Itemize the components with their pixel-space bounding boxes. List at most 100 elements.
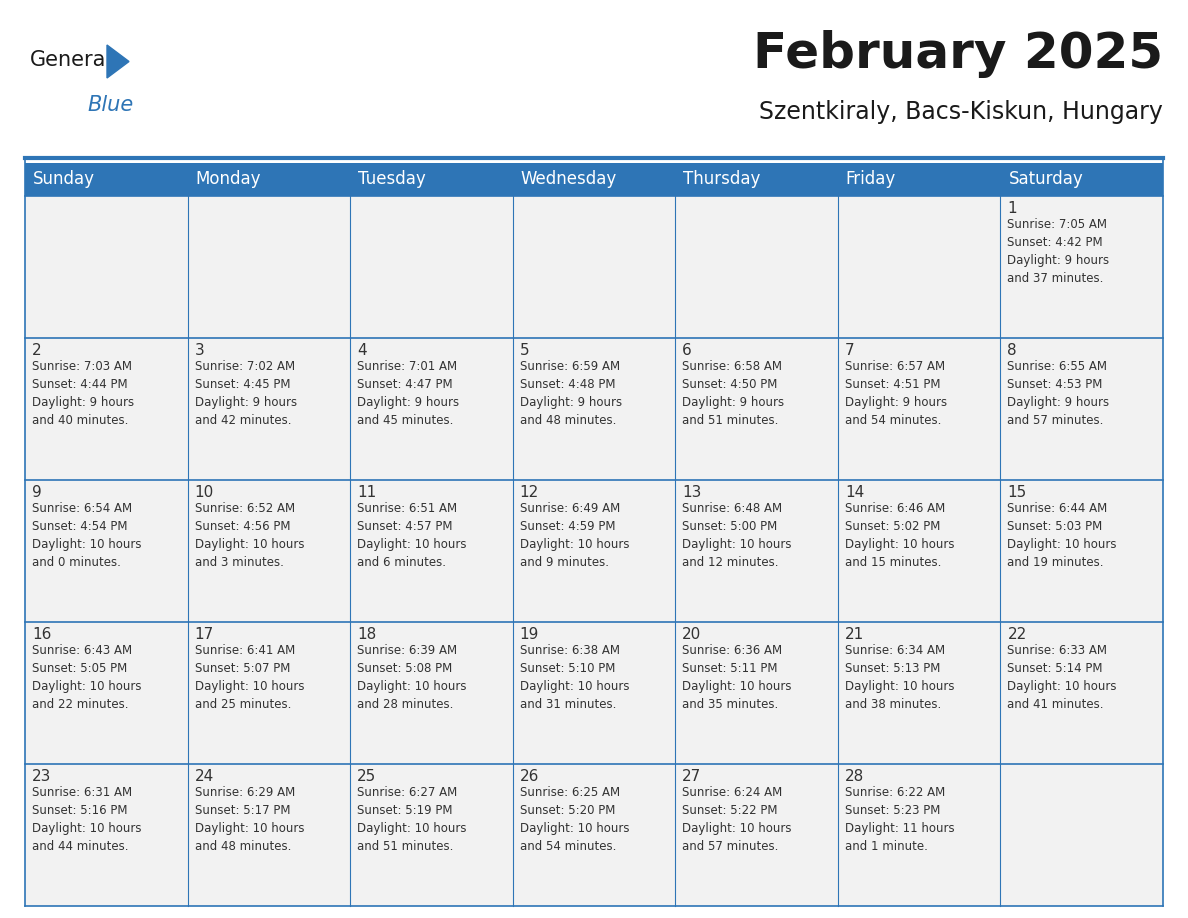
Text: 3: 3 xyxy=(195,343,204,358)
Bar xyxy=(1000,338,1163,480)
Text: 28: 28 xyxy=(845,769,864,784)
Text: Sunrise: 6:49 AM
Sunset: 4:59 PM
Daylight: 10 hours
and 9 minutes.: Sunrise: 6:49 AM Sunset: 4:59 PM Dayligh… xyxy=(519,502,630,569)
Bar xyxy=(188,622,350,764)
Text: Thursday: Thursday xyxy=(683,171,760,188)
Text: Saturday: Saturday xyxy=(1009,171,1083,188)
Bar xyxy=(675,764,838,906)
Bar xyxy=(513,622,675,764)
Bar xyxy=(675,338,838,480)
Text: Sunrise: 6:46 AM
Sunset: 5:02 PM
Daylight: 10 hours
and 15 minutes.: Sunrise: 6:46 AM Sunset: 5:02 PM Dayligh… xyxy=(845,502,954,569)
Text: Sunrise: 6:34 AM
Sunset: 5:13 PM
Daylight: 10 hours
and 38 minutes.: Sunrise: 6:34 AM Sunset: 5:13 PM Dayligh… xyxy=(845,644,954,711)
Text: 22: 22 xyxy=(1007,627,1026,642)
Bar xyxy=(188,764,350,906)
Text: Sunrise: 6:54 AM
Sunset: 4:54 PM
Daylight: 10 hours
and 0 minutes.: Sunrise: 6:54 AM Sunset: 4:54 PM Dayligh… xyxy=(32,502,141,569)
Text: Sunrise: 6:55 AM
Sunset: 4:53 PM
Daylight: 9 hours
and 57 minutes.: Sunrise: 6:55 AM Sunset: 4:53 PM Dayligh… xyxy=(1007,360,1110,427)
Text: Sunrise: 6:25 AM
Sunset: 5:20 PM
Daylight: 10 hours
and 54 minutes.: Sunrise: 6:25 AM Sunset: 5:20 PM Dayligh… xyxy=(519,786,630,853)
Bar xyxy=(25,764,188,906)
Bar xyxy=(513,338,675,480)
Bar xyxy=(1000,163,1163,196)
Text: Sunrise: 6:51 AM
Sunset: 4:57 PM
Daylight: 10 hours
and 6 minutes.: Sunrise: 6:51 AM Sunset: 4:57 PM Dayligh… xyxy=(358,502,467,569)
Text: 11: 11 xyxy=(358,485,377,500)
Text: Sunrise: 6:59 AM
Sunset: 4:48 PM
Daylight: 9 hours
and 48 minutes.: Sunrise: 6:59 AM Sunset: 4:48 PM Dayligh… xyxy=(519,360,621,427)
Bar xyxy=(188,163,350,196)
Text: Sunrise: 7:02 AM
Sunset: 4:45 PM
Daylight: 9 hours
and 42 minutes.: Sunrise: 7:02 AM Sunset: 4:45 PM Dayligh… xyxy=(195,360,297,427)
Text: 8: 8 xyxy=(1007,343,1017,358)
Text: Szentkiraly, Bacs-Kiskun, Hungary: Szentkiraly, Bacs-Kiskun, Hungary xyxy=(759,100,1163,124)
Bar xyxy=(25,163,188,196)
Bar xyxy=(1000,196,1163,338)
Bar xyxy=(350,196,513,338)
Text: 5: 5 xyxy=(519,343,530,358)
Text: 19: 19 xyxy=(519,627,539,642)
Text: Sunrise: 6:31 AM
Sunset: 5:16 PM
Daylight: 10 hours
and 44 minutes.: Sunrise: 6:31 AM Sunset: 5:16 PM Dayligh… xyxy=(32,786,141,853)
Bar xyxy=(350,622,513,764)
Text: 10: 10 xyxy=(195,485,214,500)
Bar xyxy=(25,196,188,338)
Text: Friday: Friday xyxy=(846,171,896,188)
Text: 21: 21 xyxy=(845,627,864,642)
Bar xyxy=(1000,764,1163,906)
Text: 15: 15 xyxy=(1007,485,1026,500)
Bar xyxy=(838,163,1000,196)
Text: 17: 17 xyxy=(195,627,214,642)
Text: 16: 16 xyxy=(32,627,51,642)
Bar xyxy=(1000,622,1163,764)
Text: Sunrise: 7:01 AM
Sunset: 4:47 PM
Daylight: 9 hours
and 45 minutes.: Sunrise: 7:01 AM Sunset: 4:47 PM Dayligh… xyxy=(358,360,460,427)
Text: Sunrise: 7:05 AM
Sunset: 4:42 PM
Daylight: 9 hours
and 37 minutes.: Sunrise: 7:05 AM Sunset: 4:42 PM Dayligh… xyxy=(1007,218,1110,285)
Bar xyxy=(25,480,188,622)
Text: 18: 18 xyxy=(358,627,377,642)
Text: Sunrise: 6:36 AM
Sunset: 5:11 PM
Daylight: 10 hours
and 35 minutes.: Sunrise: 6:36 AM Sunset: 5:11 PM Dayligh… xyxy=(682,644,791,711)
Bar xyxy=(188,338,350,480)
Text: 4: 4 xyxy=(358,343,367,358)
Bar xyxy=(513,480,675,622)
Text: Tuesday: Tuesday xyxy=(358,171,425,188)
Bar xyxy=(838,764,1000,906)
Text: Blue: Blue xyxy=(87,95,133,115)
Text: 13: 13 xyxy=(682,485,702,500)
Text: 9: 9 xyxy=(32,485,42,500)
Text: 1: 1 xyxy=(1007,201,1017,216)
Bar xyxy=(838,338,1000,480)
Text: Sunrise: 6:24 AM
Sunset: 5:22 PM
Daylight: 10 hours
and 57 minutes.: Sunrise: 6:24 AM Sunset: 5:22 PM Dayligh… xyxy=(682,786,791,853)
Bar xyxy=(188,196,350,338)
Bar xyxy=(838,622,1000,764)
Text: 12: 12 xyxy=(519,485,539,500)
Bar xyxy=(25,338,188,480)
Bar xyxy=(350,163,513,196)
Text: Sunrise: 6:44 AM
Sunset: 5:03 PM
Daylight: 10 hours
and 19 minutes.: Sunrise: 6:44 AM Sunset: 5:03 PM Dayligh… xyxy=(1007,502,1117,569)
Bar xyxy=(1000,480,1163,622)
Text: Sunrise: 6:39 AM
Sunset: 5:08 PM
Daylight: 10 hours
and 28 minutes.: Sunrise: 6:39 AM Sunset: 5:08 PM Dayligh… xyxy=(358,644,467,711)
Text: Sunrise: 6:57 AM
Sunset: 4:51 PM
Daylight: 9 hours
and 54 minutes.: Sunrise: 6:57 AM Sunset: 4:51 PM Dayligh… xyxy=(845,360,947,427)
Text: Sunday: Sunday xyxy=(33,171,95,188)
Bar xyxy=(675,163,838,196)
Text: Wednesday: Wednesday xyxy=(520,171,617,188)
Bar xyxy=(513,196,675,338)
Text: Sunrise: 6:41 AM
Sunset: 5:07 PM
Daylight: 10 hours
and 25 minutes.: Sunrise: 6:41 AM Sunset: 5:07 PM Dayligh… xyxy=(195,644,304,711)
Text: 6: 6 xyxy=(682,343,693,358)
Bar xyxy=(350,764,513,906)
Text: Sunrise: 6:43 AM
Sunset: 5:05 PM
Daylight: 10 hours
and 22 minutes.: Sunrise: 6:43 AM Sunset: 5:05 PM Dayligh… xyxy=(32,644,141,711)
Bar xyxy=(675,480,838,622)
Text: 26: 26 xyxy=(519,769,539,784)
Text: Monday: Monday xyxy=(196,171,261,188)
Text: 27: 27 xyxy=(682,769,702,784)
Bar xyxy=(350,480,513,622)
Text: Sunrise: 6:52 AM
Sunset: 4:56 PM
Daylight: 10 hours
and 3 minutes.: Sunrise: 6:52 AM Sunset: 4:56 PM Dayligh… xyxy=(195,502,304,569)
Bar xyxy=(675,622,838,764)
Text: 20: 20 xyxy=(682,627,702,642)
Text: 23: 23 xyxy=(32,769,51,784)
Text: 14: 14 xyxy=(845,485,864,500)
Text: Sunrise: 6:22 AM
Sunset: 5:23 PM
Daylight: 11 hours
and 1 minute.: Sunrise: 6:22 AM Sunset: 5:23 PM Dayligh… xyxy=(845,786,954,853)
Bar xyxy=(350,338,513,480)
Bar xyxy=(25,622,188,764)
Text: Sunrise: 6:58 AM
Sunset: 4:50 PM
Daylight: 9 hours
and 51 minutes.: Sunrise: 6:58 AM Sunset: 4:50 PM Dayligh… xyxy=(682,360,784,427)
Text: 25: 25 xyxy=(358,769,377,784)
Text: General: General xyxy=(30,50,112,70)
Text: Sunrise: 7:03 AM
Sunset: 4:44 PM
Daylight: 9 hours
and 40 minutes.: Sunrise: 7:03 AM Sunset: 4:44 PM Dayligh… xyxy=(32,360,134,427)
Text: Sunrise: 6:33 AM
Sunset: 5:14 PM
Daylight: 10 hours
and 41 minutes.: Sunrise: 6:33 AM Sunset: 5:14 PM Dayligh… xyxy=(1007,644,1117,711)
Bar xyxy=(838,196,1000,338)
Text: 2: 2 xyxy=(32,343,42,358)
Bar xyxy=(513,764,675,906)
Bar xyxy=(838,480,1000,622)
Polygon shape xyxy=(107,45,129,78)
